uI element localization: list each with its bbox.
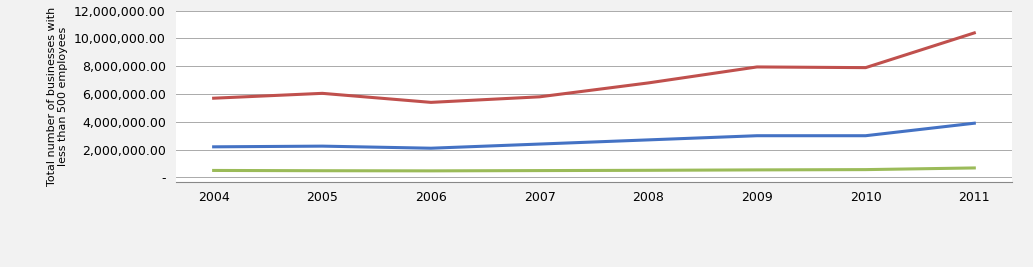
suburban neighborhoods [533,95,545,99]
suburban neighborhoods [859,66,872,69]
urban areas/inner cities neighborhoods [316,144,328,148]
Line: suburban neighborhoods: suburban neighborhoods [214,33,974,102]
suburban neighborhoods [208,97,220,100]
Y-axis label: Total number of businesses with
less than 500 employees: Total number of businesses with less tha… [46,6,68,186]
urban areas/inner cities neighborhoods [859,134,872,137]
central business district neighborhoods [859,168,872,171]
Line: urban areas/inner cities neighborhoods: urban areas/inner cities neighborhoods [214,123,974,148]
central business district neighborhoods [316,169,328,172]
Line: central business district neighborhoods: central business district neighborhoods [214,168,974,171]
suburban neighborhoods [643,81,655,85]
urban areas/inner cities neighborhoods [533,143,545,146]
urban areas/inner cities neighborhoods [208,145,220,148]
urban areas/inner cities neighborhoods [751,134,763,137]
central business district neighborhoods [751,168,763,171]
central business district neighborhoods [208,169,220,172]
urban areas/inner cities neighborhoods [968,121,980,125]
central business district neighborhoods [968,166,980,170]
suburban neighborhoods [751,65,763,69]
urban areas/inner cities neighborhoods [425,147,437,150]
central business district neighborhoods [643,169,655,172]
suburban neighborhoods [316,92,328,95]
suburban neighborhoods [968,31,980,34]
central business district neighborhoods [533,169,545,172]
central business district neighborhoods [425,169,437,172]
urban areas/inner cities neighborhoods [643,138,655,142]
suburban neighborhoods [425,101,437,104]
